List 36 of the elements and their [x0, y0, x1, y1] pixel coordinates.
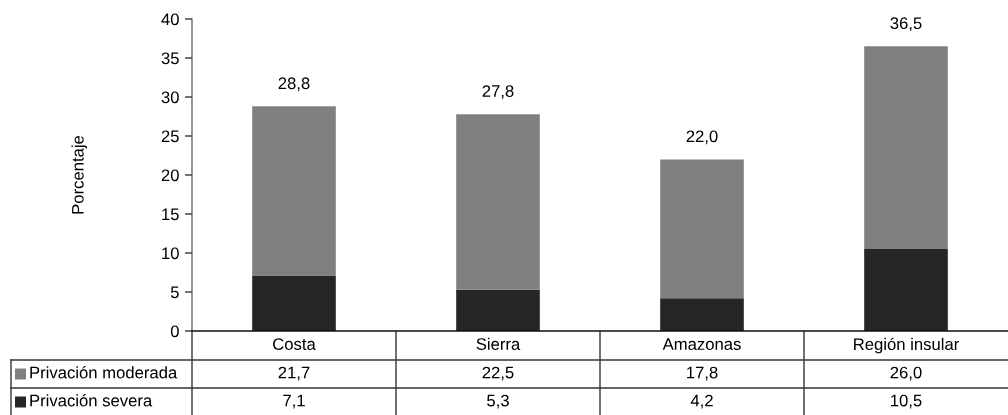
total-label: 27,8	[482, 85, 514, 99]
data-label: 26,0	[890, 366, 922, 381]
legend-label: Privación moderada	[30, 366, 178, 379]
data-label: 4,2	[690, 394, 713, 409]
data-label: 10,5	[891, 394, 922, 409]
legend-label: Privación severa	[30, 394, 153, 407]
y-tick-label: 25	[161, 130, 179, 143]
y-tick-label: 10	[162, 247, 179, 260]
y-tick-label: 30	[161, 91, 179, 104]
y-tick-label: 5	[170, 286, 179, 299]
x-tick-label: Costa	[273, 338, 316, 350]
y-tick-label: 0	[170, 325, 179, 338]
data-label: 21,7	[278, 366, 310, 381]
data-label: 7,1	[283, 394, 305, 409]
bar	[864, 46, 948, 250]
data-label: 5,3	[487, 394, 509, 409]
total-label: 28,8	[278, 77, 310, 92]
bar	[252, 106, 336, 276]
total-label: 36,5	[890, 17, 922, 32]
data-label: 22,5	[482, 366, 514, 381]
data-label: 17,8	[687, 366, 718, 381]
y-tick-label: 35	[161, 52, 179, 65]
y-axis-title: Porcentaje	[71, 135, 87, 214]
bar	[660, 298, 744, 331]
x-tick-label: Sierra	[476, 337, 521, 350]
y-tick-label: 40	[161, 13, 179, 26]
y-tick-label: 20	[161, 169, 179, 182]
bar	[456, 114, 540, 290]
bar	[252, 275, 336, 331]
total-label: 22,0	[686, 130, 718, 145]
x-tick-label: Amazonas	[662, 338, 741, 350]
bar	[456, 289, 540, 331]
bar	[660, 159, 744, 299]
bar	[864, 249, 948, 331]
x-tick-label: Región insular	[854, 337, 959, 354]
y-tick-label: 15	[162, 208, 179, 221]
